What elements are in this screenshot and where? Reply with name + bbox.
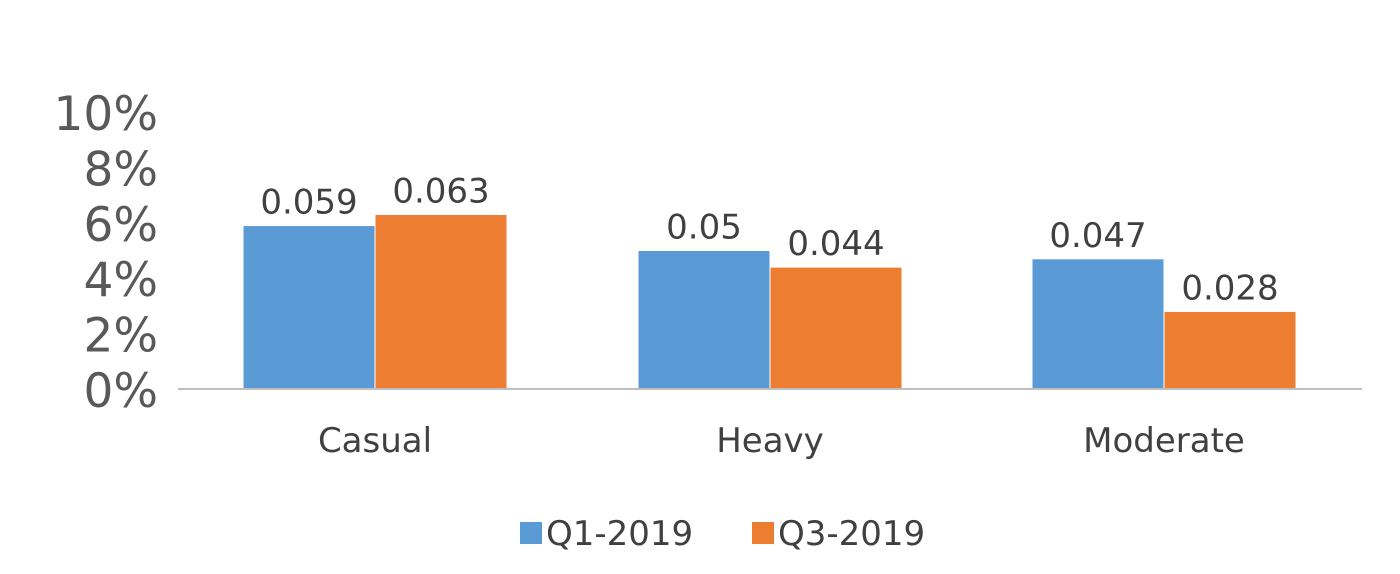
x-category-label: Casual — [318, 421, 432, 461]
legend-swatch-q3-2019 — [752, 522, 774, 544]
data-label: 0.044 — [787, 224, 884, 264]
legend-label-q3-2019: Q3-2019 — [778, 514, 925, 554]
y-tick-label: 2% — [83, 309, 158, 364]
data-label: 0.05 — [666, 208, 742, 248]
data-label: 0.063 — [392, 171, 489, 211]
legend-label-q1-2019: Q1-2019 — [546, 514, 693, 554]
bar-q3-2019-heavy — [769, 266, 903, 390]
y-tick-label: 8% — [83, 142, 158, 197]
bar-q1-2019-casual — [242, 225, 376, 390]
bar-q3-2019-casual — [374, 213, 508, 390]
bar-q3-2019-moderate — [1163, 310, 1297, 390]
legend-swatch-q1-2019 — [520, 522, 542, 544]
bar-q1-2019-heavy — [637, 250, 771, 390]
data-label: 0.059 — [260, 183, 357, 223]
y-tick-label: 0% — [83, 364, 158, 419]
data-label: 0.028 — [1181, 268, 1278, 308]
y-tick-label: 4% — [83, 253, 158, 308]
data-label: 0.047 — [1049, 216, 1146, 256]
x-category-label: Heavy — [716, 421, 824, 461]
y-tick-label: 6% — [83, 198, 158, 253]
x-category-label: Moderate — [1083, 421, 1245, 461]
bar-q1-2019-moderate — [1031, 258, 1165, 390]
y-tick-label: 10% — [54, 87, 158, 142]
